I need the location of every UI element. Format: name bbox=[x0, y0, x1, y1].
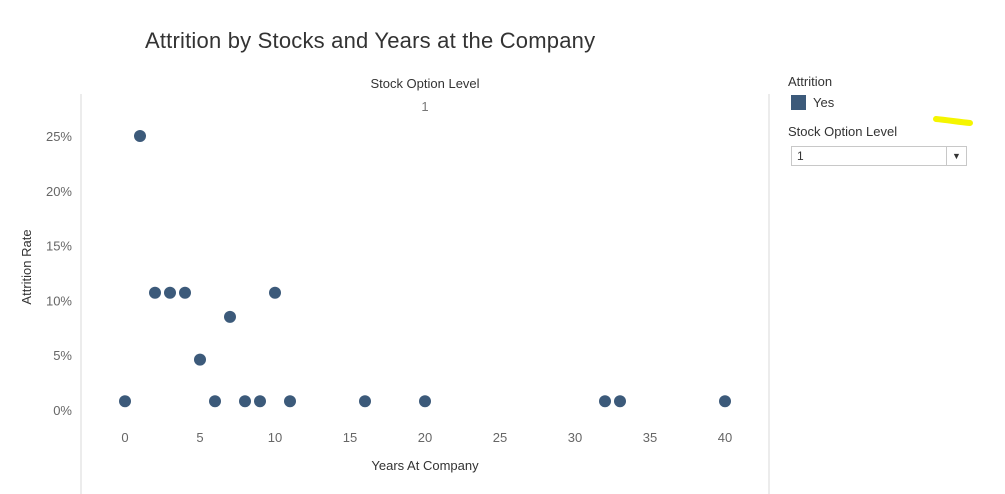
data-point[interactable] bbox=[614, 395, 626, 408]
legend-swatch bbox=[791, 95, 806, 110]
data-point[interactable] bbox=[209, 395, 221, 408]
y-tick-label: 25% bbox=[46, 129, 72, 144]
data-point[interactable] bbox=[254, 395, 266, 408]
filter-title: Stock Option Level bbox=[788, 124, 898, 139]
data-point[interactable] bbox=[419, 395, 431, 408]
data-point[interactable] bbox=[164, 286, 176, 299]
legend-panel: Attrition Yes Stock Option Level 1 ▼ bbox=[788, 74, 973, 166]
dropdown-selected-value: 1 bbox=[797, 149, 804, 163]
x-tick-label: 15 bbox=[343, 430, 357, 445]
legend-label: Yes bbox=[813, 95, 835, 110]
x-tick-label: 20 bbox=[418, 430, 432, 445]
data-point[interactable] bbox=[599, 395, 611, 408]
data-point[interactable] bbox=[269, 286, 281, 299]
x-tick-label: 40 bbox=[718, 430, 732, 445]
y-tick-label: 10% bbox=[46, 293, 72, 308]
x-axis-title: Years At Company bbox=[371, 458, 479, 473]
data-point[interactable] bbox=[284, 395, 296, 408]
y-axis-ticks: 0% 5% 10% 15% 20% 25% bbox=[46, 129, 72, 418]
chart-title: Attrition by Stocks and Years at the Com… bbox=[145, 28, 596, 53]
column-header-label: Stock Option Level bbox=[370, 76, 479, 91]
data-point[interactable] bbox=[224, 310, 236, 323]
x-tick-label: 5 bbox=[196, 430, 203, 445]
stock-option-level-dropdown[interactable]: 1 ▼ bbox=[791, 146, 967, 166]
data-point[interactable] bbox=[149, 286, 161, 299]
x-tick-label: 30 bbox=[568, 430, 582, 445]
x-tick-label: 10 bbox=[268, 430, 282, 445]
column-header-value: 1 bbox=[421, 99, 428, 114]
data-point[interactable] bbox=[119, 395, 131, 408]
highlighter-mark bbox=[933, 116, 973, 126]
x-tick-label: 0 bbox=[121, 430, 128, 445]
chevron-down-icon[interactable]: ▼ bbox=[946, 147, 966, 165]
legend-title: Attrition bbox=[788, 74, 833, 89]
x-tick-label: 35 bbox=[643, 430, 657, 445]
data-point[interactable] bbox=[719, 395, 731, 408]
y-tick-label: 20% bbox=[46, 184, 72, 199]
data-point[interactable] bbox=[134, 130, 146, 142]
data-point[interactable] bbox=[239, 395, 251, 408]
y-axis-title: Attrition Rate bbox=[19, 229, 34, 304]
y-tick-label: 0% bbox=[53, 403, 72, 418]
y-tick-label: 15% bbox=[46, 239, 72, 254]
x-axis-ticks: 0 5 10 15 20 25 30 35 40 bbox=[121, 430, 732, 445]
data-point[interactable] bbox=[359, 395, 371, 408]
data-point[interactable] bbox=[179, 286, 191, 299]
data-points bbox=[119, 130, 731, 408]
x-tick-label: 25 bbox=[493, 430, 507, 445]
data-point[interactable] bbox=[194, 353, 206, 366]
y-tick-label: 5% bbox=[53, 348, 72, 363]
legend-item-yes[interactable]: Yes bbox=[791, 95, 973, 110]
